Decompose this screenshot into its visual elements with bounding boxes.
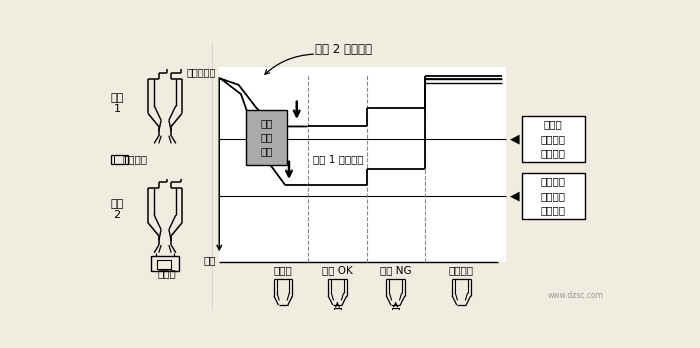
Text: 自动
参照
输入: 自动 参照 输入	[260, 118, 273, 156]
Text: （大气压）: （大气压）	[187, 68, 216, 78]
Text: 吸嘴 2 压力曲线: 吸嘴 2 压力曲线	[315, 43, 372, 56]
Text: 片式元件
吸取真空
度基准值: 片式元件 吸取真空 度基准值	[541, 176, 566, 215]
Bar	[151, 256, 179, 271]
Text: ◀: ◀	[510, 132, 519, 145]
Bar	[219, 67, 506, 262]
Text: 吸入前: 吸入前	[274, 265, 293, 275]
Text: 吸入 OK: 吸入 OK	[322, 265, 353, 275]
Text: 吸嘴
1: 吸嘴 1	[111, 93, 124, 114]
Bar	[114, 155, 125, 164]
Text: ◀: ◀	[510, 189, 519, 202]
Bar	[522, 116, 585, 162]
Text: 吸入结束: 吸入结束	[449, 265, 474, 275]
Text: 吸嘴
2: 吸嘴 2	[111, 199, 124, 220]
Text: 吸入 NG: 吸入 NG	[379, 265, 412, 275]
Text: 电位器: 电位器	[158, 268, 176, 278]
Bar	[111, 155, 128, 164]
Text: www.dzsc.com: www.dzsc.com	[547, 291, 603, 300]
Bar	[158, 260, 172, 269]
Text: 电位器
吸取真空
度基准值: 电位器 吸取真空 度基准值	[541, 119, 566, 159]
Bar	[246, 110, 287, 165]
Text: 真空: 真空	[204, 255, 216, 266]
Text: 片式元件: 片式元件	[123, 155, 148, 165]
Text: 吸嘴 1 压力曲线: 吸嘴 1 压力曲线	[312, 154, 363, 164]
Bar	[522, 173, 585, 219]
Bar	[334, 308, 342, 314]
Bar	[392, 308, 400, 314]
